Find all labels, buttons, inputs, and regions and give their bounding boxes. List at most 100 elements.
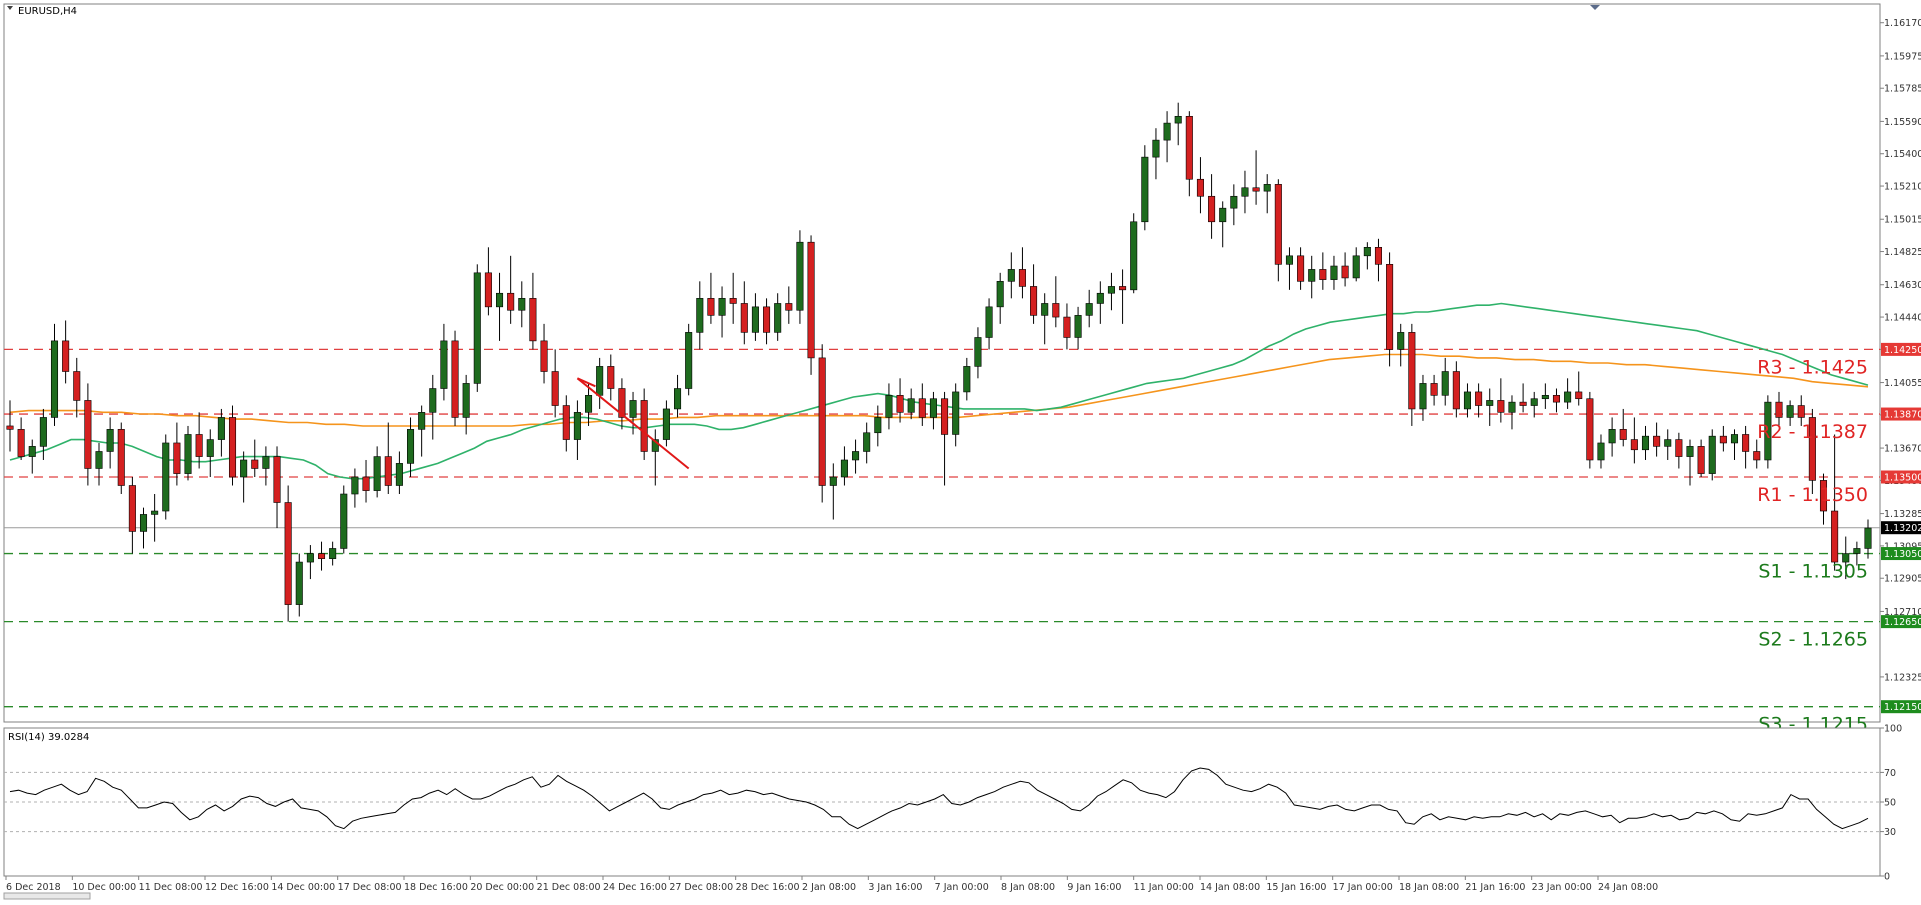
candle <box>618 378 626 430</box>
time-tick-label: 10 Dec 00:00 <box>72 882 136 893</box>
candle <box>1441 357 1449 406</box>
candle <box>306 545 314 580</box>
candle-body-bull <box>1330 265 1338 280</box>
candle <box>473 264 481 392</box>
candle <box>106 417 114 469</box>
candle <box>1797 395 1805 426</box>
candle <box>395 451 403 495</box>
candle <box>206 429 214 477</box>
candle-body-bear <box>1063 316 1071 338</box>
rsi-pane[interactable]: 100 70 50 30 0 RSI(14) 39.0284 <box>3 724 1902 883</box>
candle-body-bear <box>1185 115 1193 180</box>
candle-body-bull <box>829 476 837 486</box>
candle-body-bear <box>1753 451 1761 461</box>
candle-body-bear <box>785 303 793 311</box>
candle-body-bull <box>1163 122 1171 141</box>
candle <box>674 374 682 418</box>
candle <box>429 374 437 440</box>
time-tick-label: 9 Jan 16:00 <box>1067 882 1121 893</box>
candle-body-bear <box>818 357 826 486</box>
candle <box>1519 383 1527 413</box>
candle <box>1163 111 1171 163</box>
candle <box>852 439 860 474</box>
candle-body-bull <box>1107 286 1115 294</box>
candle <box>217 408 225 457</box>
price-tick-label: 1.15785 <box>1884 84 1921 95</box>
candle <box>1552 388 1561 413</box>
collapse-arrow-icon[interactable] <box>7 6 13 10</box>
candle-body-bull <box>1241 187 1249 197</box>
current-price-tag-bg <box>1881 521 1921 535</box>
chart-shift-icon[interactable] <box>1590 5 1600 10</box>
candle <box>251 439 259 477</box>
candle-body-bull <box>28 446 36 457</box>
candle-body-bear <box>1819 480 1828 512</box>
time-tick-label: 14 Jan 08:00 <box>1200 882 1260 893</box>
candle <box>351 468 359 508</box>
candle-body-bear <box>896 395 904 413</box>
candle-body-bull <box>1541 395 1549 400</box>
candle-body-bull <box>496 292 504 308</box>
time-tick-label: 11 Jan 00:00 <box>1134 882 1194 893</box>
candle <box>1619 408 1627 447</box>
candle-body-bull <box>217 417 225 440</box>
level-tag-3: 1.13500 <box>1881 470 1921 484</box>
candle-body-bull <box>596 366 604 396</box>
rsi-tick-label: 50 <box>1884 798 1896 809</box>
candle <box>1007 252 1015 299</box>
candle-body-bull <box>462 383 470 418</box>
price-pane[interactable]: 1.123251.127101.129051.130951.132851.134… <box>3 3 1921 736</box>
candle-body-bull <box>996 281 1004 308</box>
candle <box>173 422 181 486</box>
candle-body-bull <box>585 395 593 413</box>
candle <box>1196 157 1204 214</box>
rsi-tick-label: 100 <box>1884 724 1902 735</box>
time-tick-label: 20 Dec 00:00 <box>470 882 534 893</box>
candle <box>1285 247 1293 290</box>
candle <box>1564 378 1572 409</box>
candle-body-bull <box>395 463 403 486</box>
candle <box>384 422 392 495</box>
candle <box>540 323 548 384</box>
candle-body-bear <box>1196 178 1204 197</box>
candle <box>128 476 136 554</box>
candle-body-bull <box>907 398 915 413</box>
candle <box>774 293 782 341</box>
candle <box>785 286 793 324</box>
candle-body-bull <box>1463 391 1471 410</box>
rsi-line-layer <box>9 767 1869 830</box>
candle <box>1630 417 1638 464</box>
level-tag-5: 1.12650 <box>1881 615 1921 629</box>
candle-body-bull <box>206 439 214 457</box>
candle-body-bear <box>729 298 737 304</box>
price-tick-label: 1.13670 <box>1884 444 1921 455</box>
time-tick-label: 11 Dec 08:00 <box>139 882 203 893</box>
candle-body-bull <box>629 400 637 418</box>
time-tick-label: 7 Jan 00:00 <box>935 882 989 893</box>
candle <box>1686 439 1694 486</box>
candle-body-bear <box>807 241 815 359</box>
candle-body-bull <box>840 459 848 478</box>
candle <box>829 463 837 520</box>
candle <box>918 383 926 426</box>
candle <box>1141 145 1149 231</box>
candle-body-bull <box>1096 292 1104 304</box>
candle <box>1463 383 1471 418</box>
candle <box>151 494 159 542</box>
candle-body-bull <box>1786 405 1794 418</box>
candle-body-bear <box>1119 286 1127 291</box>
trendline-hook <box>577 377 596 388</box>
candle <box>952 383 960 447</box>
candle-body-bull <box>240 459 248 478</box>
candle <box>407 417 415 477</box>
candle-body-bull <box>1597 442 1605 461</box>
scrollbar-thumb[interactable] <box>3 892 91 900</box>
candle <box>440 323 448 401</box>
candle <box>6 400 14 452</box>
candle <box>1208 174 1216 239</box>
candle-body-bear <box>1341 265 1349 279</box>
candle <box>340 485 348 554</box>
candle <box>1730 429 1739 460</box>
